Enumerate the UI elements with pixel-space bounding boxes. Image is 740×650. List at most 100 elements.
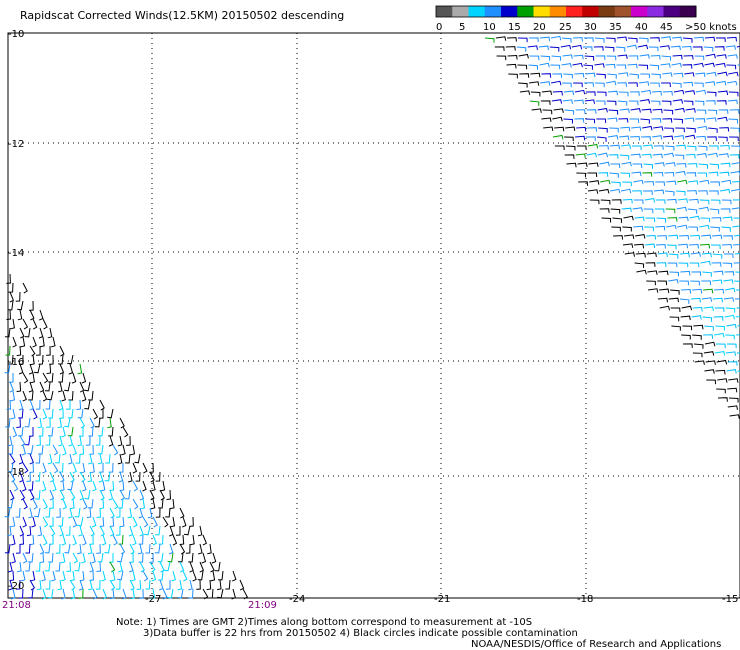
wind-barb — [140, 498, 146, 510]
wind-barb — [49, 534, 54, 545]
wind-barb — [635, 252, 646, 258]
wind-barb — [585, 91, 596, 96]
wind-barb — [700, 260, 711, 266]
wind-barb — [705, 81, 716, 86]
wind-barb — [594, 37, 605, 43]
wind-barb — [49, 471, 55, 483]
wind-barb — [605, 63, 616, 69]
wind-barb — [59, 525, 64, 537]
wind-barb — [72, 516, 78, 528]
wind-barb — [69, 579, 76, 591]
wind-barb — [705, 100, 716, 105]
wind-barb — [179, 543, 186, 555]
wind-barb — [78, 579, 84, 591]
wind-barb — [159, 561, 165, 573]
wind-barb — [12, 480, 19, 492]
wind-barb — [519, 90, 531, 95]
wind-barb — [711, 262, 722, 267]
wind-barb — [561, 37, 572, 43]
wind-barb — [617, 82, 627, 87]
wind-barb — [598, 172, 609, 177]
wind-barb — [59, 408, 64, 419]
colorbar-swatch — [663, 6, 681, 17]
wind-barb — [585, 118, 596, 124]
wind-barb — [727, 54, 738, 59]
wind-barb — [561, 63, 572, 68]
wind-barb — [89, 525, 95, 537]
wind-barb — [704, 36, 716, 42]
wind-barb — [609, 127, 619, 133]
wind-barb — [18, 588, 24, 599]
wind-barb — [58, 399, 64, 411]
wind-barb — [607, 90, 618, 96]
wind-barb — [97, 444, 104, 455]
wind-barb — [715, 37, 726, 42]
wind-barb — [115, 507, 121, 518]
wind-barb — [702, 271, 712, 277]
wind-barb — [175, 526, 181, 536]
wind-barb — [109, 588, 115, 600]
wind-barb — [717, 71, 728, 77]
wind-barb — [182, 516, 187, 528]
wind-barb — [642, 125, 653, 131]
wind-barb — [207, 543, 212, 555]
wind-barb — [28, 480, 34, 491]
wind-barb — [634, 216, 645, 222]
wind-barb — [703, 306, 714, 312]
wind-barb — [613, 235, 624, 240]
wind-barb — [30, 570, 36, 582]
wind-barb — [677, 179, 688, 185]
wind-barb — [606, 100, 617, 106]
wind-barb — [565, 145, 576, 151]
wind-barb — [11, 552, 16, 564]
wind-barb — [159, 579, 164, 591]
wind-barb — [36, 435, 41, 446]
wind-barb — [729, 414, 740, 419]
wind-barb — [42, 408, 48, 420]
wind-barb — [139, 525, 144, 537]
wind-barb — [505, 46, 516, 51]
wind-barb — [572, 37, 583, 42]
wind-barb — [190, 534, 195, 546]
wind-barb — [668, 279, 679, 284]
colorbar-swatch — [598, 6, 616, 17]
wind-barb — [49, 516, 54, 527]
wind-barb — [677, 198, 688, 203]
wind-barb — [677, 224, 688, 230]
wind-barb — [706, 379, 716, 385]
wind-barb — [587, 127, 598, 132]
wind-barb — [704, 369, 715, 374]
wind-barb — [712, 253, 723, 259]
wind-barb — [710, 244, 721, 250]
wind-barb — [58, 462, 64, 473]
wind-barb — [714, 351, 726, 356]
wind-barb — [715, 62, 726, 68]
wind-barb — [609, 144, 620, 150]
wind-barb — [708, 190, 719, 195]
wind-barb — [97, 552, 104, 563]
wind-barb — [642, 144, 653, 149]
wind-barb — [606, 80, 617, 86]
wind-barb — [41, 480, 47, 492]
wind-barb — [179, 507, 185, 519]
wind-barb — [665, 162, 676, 167]
wind-barb — [19, 435, 26, 447]
wind-barb — [24, 417, 31, 428]
wind-barb — [708, 171, 719, 177]
wind-barb — [22, 480, 27, 492]
wind-barb — [96, 543, 101, 554]
wind-barb — [117, 453, 123, 465]
wind-barb — [6, 309, 12, 320]
wind-barb — [11, 588, 16, 600]
wind-barb — [99, 399, 105, 411]
wind-barb — [149, 552, 154, 563]
wind-barb — [516, 46, 527, 52]
wind-barb — [704, 325, 714, 331]
wind-barb — [698, 163, 708, 169]
wind-barb — [692, 288, 703, 294]
wind-barb — [55, 543, 61, 554]
wind-barb — [620, 144, 632, 149]
wind-barb — [573, 82, 583, 88]
wind-barb — [96, 507, 102, 518]
wind-barb — [109, 561, 116, 573]
